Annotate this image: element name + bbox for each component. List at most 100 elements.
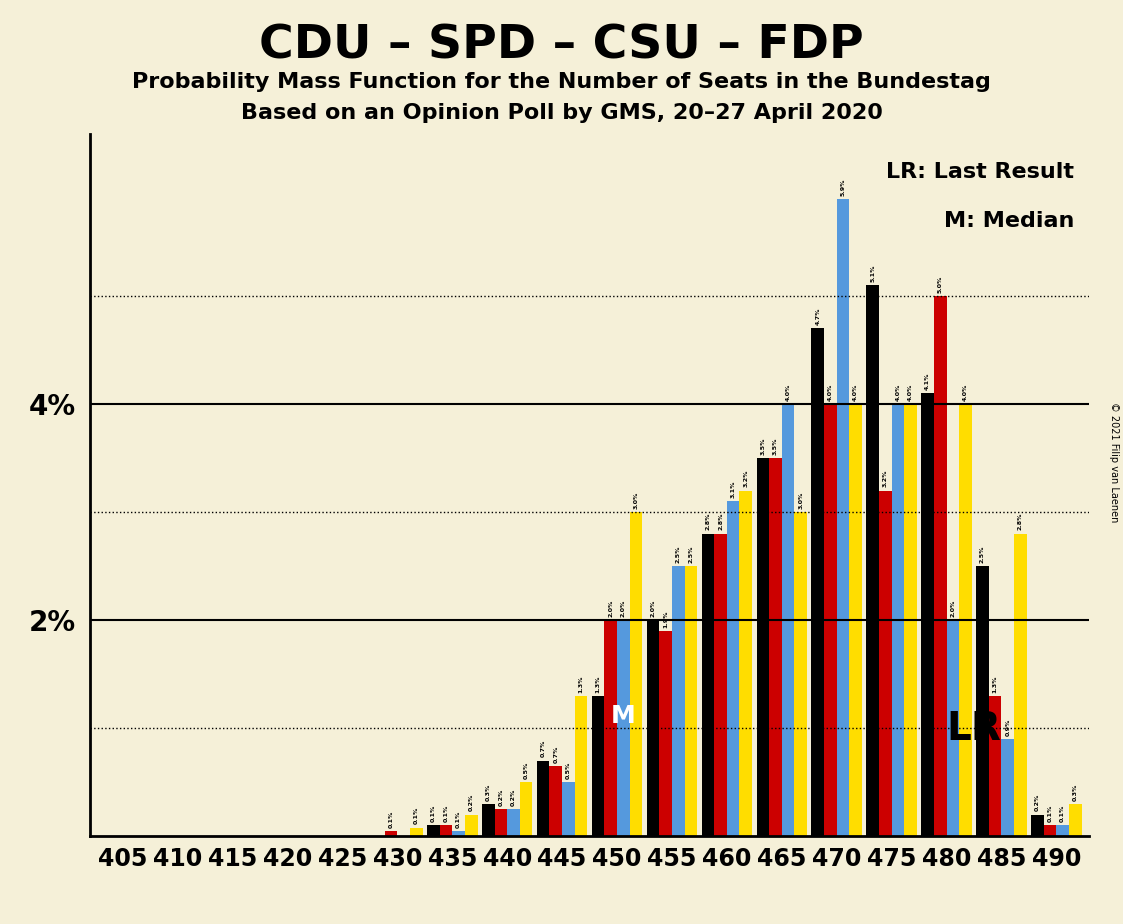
Bar (824, 404, 837, 836)
Bar (520, 783, 532, 836)
Bar (494, 809, 508, 836)
Text: 1.3%: 1.3% (595, 675, 601, 692)
Bar (537, 760, 549, 836)
Bar (702, 534, 714, 836)
Text: 1.9%: 1.9% (664, 610, 668, 627)
Text: 2.5%: 2.5% (980, 545, 985, 563)
Text: 3.0%: 3.0% (633, 492, 639, 509)
Text: Probability Mass Function for the Number of Seats in the Bundestag: Probability Mass Function for the Number… (133, 72, 990, 92)
Bar (849, 404, 862, 836)
Bar (794, 512, 807, 836)
Bar (427, 825, 439, 836)
Bar (465, 815, 477, 836)
Text: 1.3%: 1.3% (578, 675, 584, 692)
Text: 3.5%: 3.5% (760, 437, 766, 455)
Bar (757, 458, 769, 836)
Text: 3.5%: 3.5% (773, 437, 778, 455)
Bar (604, 620, 617, 836)
Text: CDU – SPD – CSU – FDP: CDU – SPD – CSU – FDP (259, 23, 864, 68)
Text: 4.7%: 4.7% (815, 308, 820, 325)
Text: 2.8%: 2.8% (1017, 513, 1023, 530)
Bar (812, 328, 824, 836)
Bar (439, 825, 453, 836)
Bar (714, 534, 727, 836)
Text: 5.1%: 5.1% (870, 264, 875, 282)
Text: 2.8%: 2.8% (718, 513, 723, 530)
Bar (976, 566, 989, 836)
Text: 1.3%: 1.3% (993, 675, 997, 692)
Text: 0.3%: 0.3% (486, 784, 491, 800)
Bar (1069, 804, 1081, 836)
Text: 0.7%: 0.7% (554, 746, 558, 762)
Bar (921, 394, 934, 836)
Bar (837, 199, 849, 836)
Text: 4.0%: 4.0% (828, 383, 833, 401)
Text: © 2021 Filip van Laenen: © 2021 Filip van Laenen (1110, 402, 1119, 522)
Bar (508, 809, 520, 836)
Text: 2.0%: 2.0% (609, 600, 613, 617)
Text: 4.0%: 4.0% (853, 383, 858, 401)
Bar (647, 620, 659, 836)
Bar (947, 620, 959, 836)
Text: 0.1%: 0.1% (456, 810, 462, 828)
Text: 4.0%: 4.0% (786, 383, 791, 401)
Bar (1031, 815, 1043, 836)
Text: 0.1%: 0.1% (1048, 805, 1052, 822)
Text: 2.0%: 2.0% (650, 600, 656, 617)
Bar (630, 512, 642, 836)
Text: LR: LR (947, 710, 1002, 748)
Bar (385, 831, 398, 836)
Bar (934, 296, 947, 836)
Text: 4.1%: 4.1% (925, 372, 930, 390)
Text: 2.5%: 2.5% (688, 545, 693, 563)
Bar (989, 696, 1002, 836)
Bar (1002, 739, 1014, 836)
Bar (739, 491, 752, 836)
Text: 0.2%: 0.2% (499, 788, 503, 806)
Text: Based on an Opinion Poll by GMS, 20–27 April 2020: Based on an Opinion Poll by GMS, 20–27 A… (240, 103, 883, 124)
Bar (685, 566, 697, 836)
Text: 2.0%: 2.0% (621, 600, 626, 617)
Bar (617, 620, 630, 836)
Bar (575, 696, 587, 836)
Bar (482, 804, 494, 836)
Text: 0.9%: 0.9% (1005, 718, 1011, 736)
Bar (959, 404, 971, 836)
Text: 0.1%: 0.1% (444, 805, 448, 822)
Text: M: M (611, 704, 636, 728)
Bar (727, 502, 739, 836)
Bar (782, 404, 794, 836)
Bar (879, 491, 892, 836)
Bar (1014, 534, 1026, 836)
Bar (453, 831, 465, 836)
Text: LR: Last Result: LR: Last Result (886, 162, 1075, 182)
Bar (866, 286, 879, 836)
Bar (904, 404, 916, 836)
Text: 2.0%: 2.0% (950, 600, 956, 617)
Bar (659, 631, 672, 836)
Text: 0.1%: 0.1% (1060, 805, 1066, 822)
Text: 0.2%: 0.2% (1035, 794, 1040, 811)
Text: 0.1%: 0.1% (389, 810, 393, 828)
Text: 3.1%: 3.1% (731, 480, 736, 498)
Bar (672, 566, 685, 836)
Bar (549, 766, 563, 836)
Text: 2.5%: 2.5% (676, 545, 681, 563)
Bar (1057, 825, 1069, 836)
Bar (892, 404, 904, 836)
Bar (1043, 825, 1057, 836)
Text: 0.3%: 0.3% (1072, 784, 1078, 800)
Bar (592, 696, 604, 836)
Text: 2.8%: 2.8% (705, 513, 711, 530)
Bar (563, 783, 575, 836)
Text: 0.1%: 0.1% (413, 807, 419, 824)
Bar (410, 828, 422, 836)
Text: 0.7%: 0.7% (540, 740, 546, 758)
Text: 0.2%: 0.2% (511, 788, 515, 806)
Text: 5.9%: 5.9% (840, 178, 846, 196)
Text: 3.0%: 3.0% (798, 492, 803, 509)
Text: 4.0%: 4.0% (964, 383, 968, 401)
Text: 4.0%: 4.0% (895, 383, 901, 401)
Text: 3.2%: 3.2% (883, 469, 888, 487)
Bar (769, 458, 782, 836)
